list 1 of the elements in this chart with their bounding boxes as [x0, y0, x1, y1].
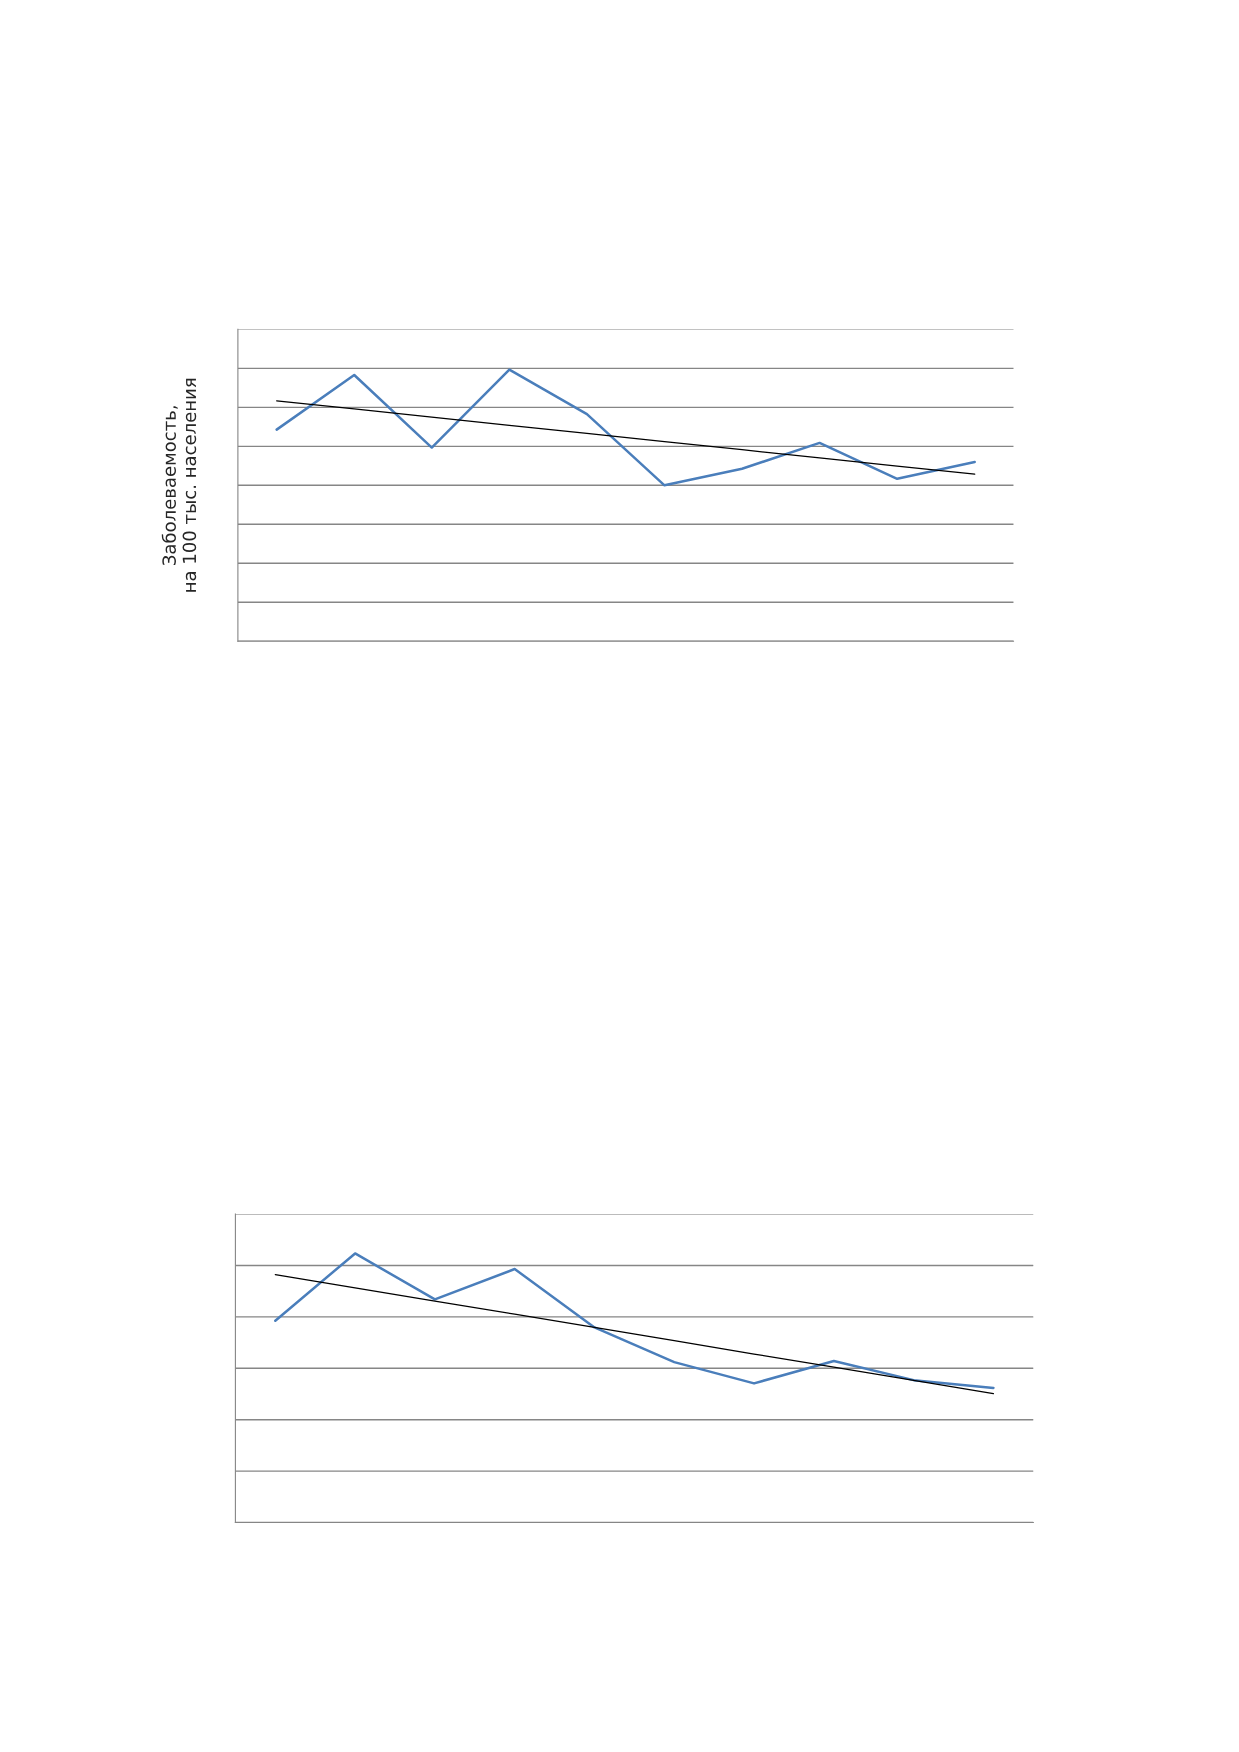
y-axis-title: Заболеваемость, на 100 тыс. населения	[161, 378, 197, 592]
